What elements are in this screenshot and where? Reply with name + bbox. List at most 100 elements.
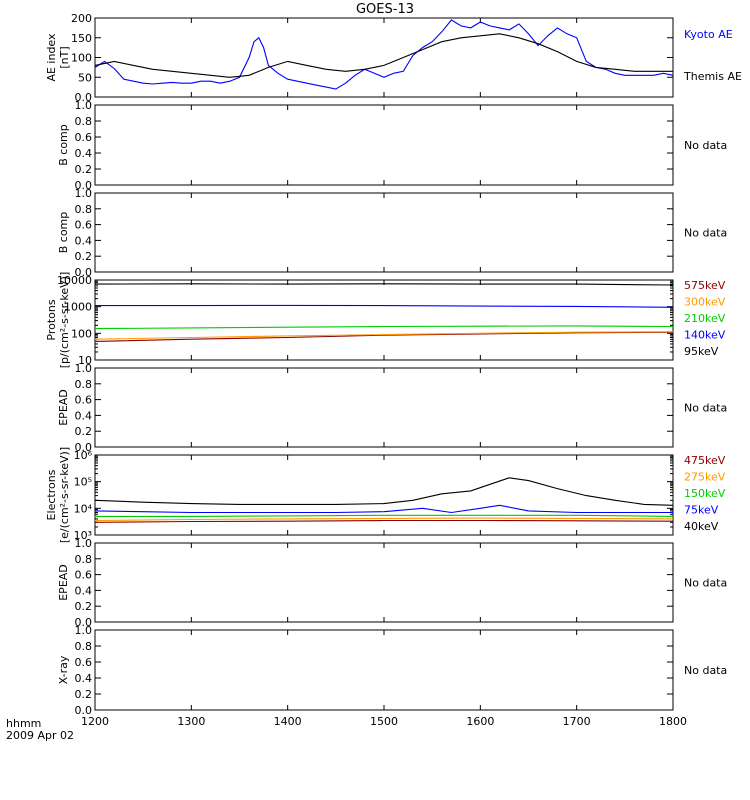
y-tick-label: 150 (71, 32, 92, 45)
legend-entry: Kyoto AE (684, 28, 733, 41)
series-line-210kev (94, 325, 674, 330)
y-tick-label: 10³ (74, 529, 92, 542)
series-line-themis-ae (94, 33, 673, 78)
legend-entry: 275keV (684, 471, 726, 484)
panel-frame (94, 192, 674, 273)
x-tick-label: 1200 (81, 715, 109, 728)
y-axis-label: EPEAD (57, 564, 70, 601)
panel-frame (94, 367, 674, 448)
y-axis-label: X-ray (57, 655, 70, 684)
panel-epead-1: 0.0 0.2 0.4 0.6 0.8 1.0 EPEAD No data (57, 362, 727, 454)
y-tick-label: 0.6 (75, 569, 93, 582)
y-tick-label: 0.2 (75, 163, 93, 176)
legend-entry: 475keV (684, 454, 726, 467)
y-tick-label: 0.2 (75, 600, 93, 613)
panel-frame (94, 279, 674, 361)
y-tick-label: 0.0 (75, 616, 93, 629)
y-tick-label: 10⁵ (74, 476, 92, 489)
y-tick-label: 0.0 (75, 266, 93, 279)
y-tick-label: 0.6 (75, 394, 93, 407)
series-line-275kev (94, 517, 674, 522)
series-line-75kev (94, 504, 673, 514)
y-axis-label: [nT] (58, 46, 71, 68)
no-data-label: No data (684, 402, 727, 415)
panel-b-comp-1: 0.0 0.2 0.4 0.6 0.8 1.0 B comp No data (57, 99, 727, 192)
legend-entry: 40keV (684, 520, 719, 533)
y-tick-label: 200 (71, 12, 92, 25)
panel-frame (94, 17, 674, 98)
y-tick-label: 1.0 (75, 99, 93, 112)
y-tick-label: 0.8 (75, 640, 93, 653)
y-tick-label: 100 (71, 327, 92, 340)
y-tick-label: 10⁶ (74, 449, 93, 462)
chart-title: GOES-13 (356, 2, 414, 17)
y-tick-label: 50 (78, 71, 92, 84)
y-axis-label: Electrons (45, 469, 58, 520)
y-tick-label: 0.6 (75, 656, 93, 669)
panel-electrons: 10³ 10⁴ 10⁵ 10⁶ Electrons [e/(cm²-s-sr-keV)] 4… (45, 447, 726, 543)
series-line-300kev (94, 331, 674, 340)
panel-x-ray: 0.0 0.2 0.4 0.6 0.8 1.0 X-ray No data (57, 624, 727, 717)
x-tick-label: 1300 (177, 715, 205, 728)
y-tick-label: 1.0 (75, 187, 93, 200)
panel-frame (94, 454, 674, 536)
y-tick-label: 0.4 (75, 234, 93, 247)
panel-protons: 10 100 1000 10000 Protons [p/(cm²-s-sr-keV)] 5… (45, 272, 726, 369)
y-tick-label: 0.2 (75, 688, 93, 701)
panel-b-comp-2: 0.0 0.2 0.4 0.6 0.8 1.0 B comp No data (57, 187, 727, 279)
x-tick-label: 1500 (370, 715, 398, 728)
y-tick-label: 0.0 (75, 91, 93, 104)
y-tick-label: 0.6 (75, 219, 93, 232)
x-tick-label: 1400 (274, 715, 302, 728)
y-tick-label: 10000 (57, 274, 92, 287)
series-line-kyoto-ae (94, 19, 674, 90)
x-tick-label: 1700 (563, 715, 591, 728)
y-tick-label: 0.2 (75, 425, 93, 438)
panel-ae-index: 0.0 50 100 150 200 AE index [nT] Kyoto AE Themis… (45, 12, 742, 104)
panel-stack: 0.0 50 100 150 200 AE index [nT] Kyoto AE Themis… (45, 12, 742, 717)
series-line-95kev (94, 283, 674, 286)
y-tick-label: 10 (78, 354, 92, 367)
x-tick-label: 1600 (466, 715, 494, 728)
y-tick-label: 100 (71, 52, 92, 65)
y-tick-label: 0.8 (75, 115, 93, 128)
y-tick-label: 1.0 (75, 362, 93, 375)
y-axis-label: B comp (57, 212, 70, 254)
y-tick-label: 0.8 (75, 553, 93, 566)
y-tick-label: 0.4 (75, 147, 93, 160)
series-line-150kev (95, 514, 674, 517)
y-tick-label: 0.4 (75, 584, 93, 597)
legend-entry: 300keV (684, 296, 726, 309)
y-tick-label: 0.0 (75, 179, 93, 192)
x-axis: 1200 1300 1400 1500 1600 1700 1800 (81, 715, 687, 728)
y-axis-label: EPEAD (57, 389, 70, 426)
y-axis-label: AE index (45, 33, 58, 82)
series-line-575kev (94, 331, 674, 342)
no-data-label: No data (684, 577, 727, 590)
y-axis-label: [e/(cm²-s-sr-keV)] (58, 447, 71, 543)
y-tick-label: 0.0 (75, 704, 93, 717)
series-line-475kev (94, 519, 674, 523)
y-tick-label: 1.0 (75, 537, 93, 550)
legend-entry: Themis AE (683, 70, 742, 83)
legend-entry: 75keV (684, 504, 719, 517)
y-tick-label: 0.6 (75, 131, 93, 144)
panel-frame (94, 542, 674, 623)
y-axis-label: B comp (57, 124, 70, 166)
y-tick-label: 0.2 (75, 250, 93, 263)
legend-entry: 95keV (684, 345, 719, 358)
no-data-label: No data (684, 139, 727, 152)
panel-epead-2: 0.0 0.2 0.4 0.6 0.8 1.0 EPEAD No data (57, 537, 727, 629)
legend-entry: 575keV (684, 279, 726, 292)
legend-entry: 150keV (684, 487, 726, 500)
legend-entry: 210keV (684, 312, 726, 325)
y-tick-label: 0.0 (75, 441, 93, 454)
y-axis-label: [p/(cm²-s-sr-keV)] (58, 272, 71, 369)
time-axis-label: hhmm (6, 717, 41, 730)
y-tick-label: 1000 (64, 301, 92, 314)
y-tick-label: 0.4 (75, 672, 93, 685)
panel-frame (94, 104, 674, 186)
panel-frame (94, 629, 674, 711)
no-data-label: No data (684, 664, 727, 677)
